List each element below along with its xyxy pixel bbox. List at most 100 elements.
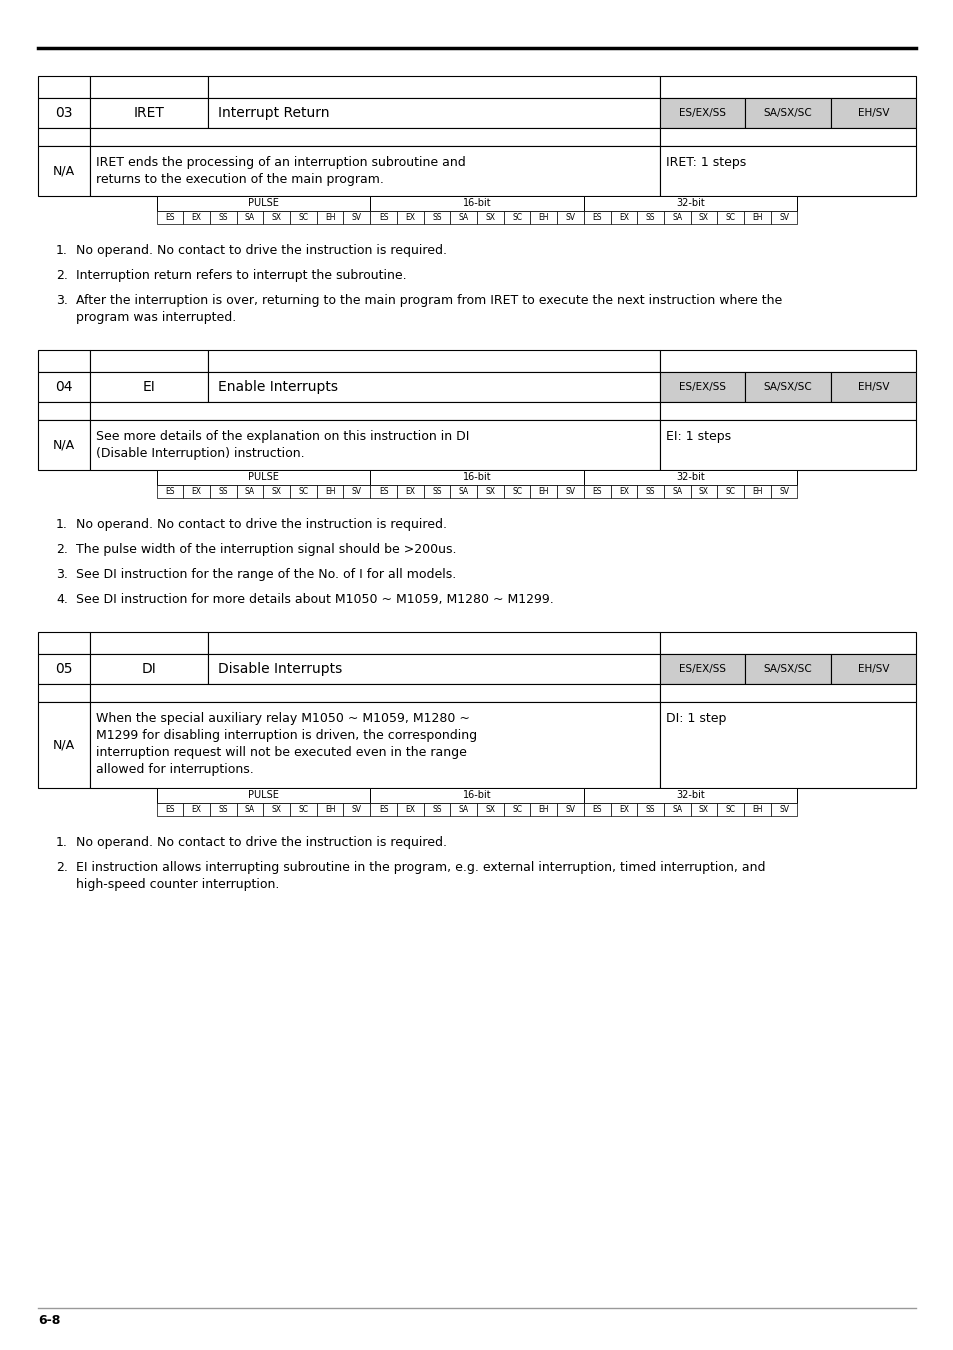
- Text: SX: SX: [272, 487, 281, 495]
- Bar: [38, 702, 90, 788]
- Text: SS: SS: [218, 487, 228, 495]
- Bar: [208, 76, 659, 99]
- Bar: [659, 402, 915, 420]
- Text: PULSE: PULSE: [248, 472, 278, 482]
- Bar: [770, 803, 797, 815]
- Text: See more details of the explanation on this instruction in DI: See more details of the explanation on t…: [96, 431, 469, 443]
- Text: No operand. No contact to drive the instruction is required.: No operand. No contact to drive the inst…: [76, 836, 447, 849]
- Text: returns to the execution of the main program.: returns to the execution of the main pro…: [96, 173, 383, 186]
- Text: Interrupt Return: Interrupt Return: [218, 107, 329, 120]
- Text: ES: ES: [165, 213, 174, 221]
- Text: SS: SS: [218, 805, 228, 814]
- Text: EH/SV: EH/SV: [857, 108, 888, 117]
- Bar: [236, 485, 263, 498]
- Bar: [583, 470, 797, 485]
- Text: SC: SC: [725, 487, 735, 495]
- Bar: [38, 402, 90, 420]
- Text: Interruption return refers to interrupt the subroutine.: Interruption return refers to interrupt …: [76, 269, 406, 282]
- Bar: [743, 485, 770, 498]
- Bar: [610, 803, 637, 815]
- Text: SV: SV: [779, 805, 788, 814]
- Text: EH: EH: [537, 213, 548, 221]
- Text: SV: SV: [565, 805, 575, 814]
- Bar: [156, 470, 370, 485]
- Text: 03: 03: [55, 107, 72, 120]
- Text: EI: 1 steps: EI: 1 steps: [665, 431, 730, 443]
- Bar: [370, 211, 396, 224]
- Bar: [90, 99, 208, 128]
- Text: ES/EX/SS: ES/EX/SS: [679, 108, 725, 117]
- Bar: [343, 485, 370, 498]
- Bar: [210, 803, 236, 815]
- Bar: [717, 211, 743, 224]
- Bar: [290, 803, 316, 815]
- Text: SC: SC: [725, 805, 735, 814]
- Bar: [476, 485, 503, 498]
- Bar: [210, 211, 236, 224]
- Bar: [208, 99, 659, 128]
- Text: 1.: 1.: [56, 836, 68, 849]
- Bar: [637, 211, 663, 224]
- Bar: [690, 803, 717, 815]
- Text: SS: SS: [645, 213, 655, 221]
- Bar: [743, 211, 770, 224]
- Bar: [90, 420, 659, 470]
- Text: SV: SV: [565, 213, 575, 221]
- Bar: [476, 211, 503, 224]
- Text: SC: SC: [512, 805, 521, 814]
- Text: DI: DI: [141, 662, 156, 676]
- Bar: [38, 99, 90, 128]
- Bar: [236, 803, 263, 815]
- Bar: [503, 485, 530, 498]
- Text: ES/EX/SS: ES/EX/SS: [679, 664, 725, 674]
- Text: SX: SX: [699, 805, 708, 814]
- Text: 2.: 2.: [56, 269, 68, 282]
- Bar: [690, 485, 717, 498]
- Bar: [423, 803, 450, 815]
- Bar: [659, 653, 744, 684]
- Bar: [503, 803, 530, 815]
- Bar: [583, 485, 610, 498]
- Bar: [583, 196, 797, 211]
- Text: SC: SC: [512, 487, 521, 495]
- Text: 05: 05: [55, 662, 72, 676]
- Text: N/A: N/A: [52, 439, 75, 451]
- Bar: [38, 146, 90, 196]
- Bar: [90, 402, 659, 420]
- Text: 32-bit: 32-bit: [676, 472, 704, 482]
- Bar: [659, 99, 744, 128]
- Text: See DI instruction for more details about M1050 ~ M1059, M1280 ~ M1299.: See DI instruction for more details abou…: [76, 593, 553, 606]
- Text: EX: EX: [618, 805, 628, 814]
- Bar: [38, 653, 90, 684]
- Bar: [90, 146, 659, 196]
- Bar: [316, 803, 343, 815]
- Text: 2.: 2.: [56, 861, 68, 873]
- Bar: [659, 420, 915, 470]
- Bar: [476, 803, 503, 815]
- Text: ES: ES: [378, 487, 388, 495]
- Text: SA: SA: [245, 487, 254, 495]
- Bar: [637, 485, 663, 498]
- Bar: [659, 702, 915, 788]
- Bar: [183, 211, 210, 224]
- Text: 6-8: 6-8: [38, 1314, 60, 1327]
- Text: SA: SA: [458, 805, 468, 814]
- Text: SS: SS: [218, 213, 228, 221]
- Bar: [744, 653, 830, 684]
- Bar: [208, 350, 659, 373]
- Text: EX: EX: [618, 213, 628, 221]
- Bar: [663, 485, 690, 498]
- Text: 16-bit: 16-bit: [462, 472, 491, 482]
- Text: EH/SV: EH/SV: [857, 664, 888, 674]
- Bar: [744, 373, 830, 402]
- Bar: [156, 196, 370, 211]
- Text: No operand. No contact to drive the instruction is required.: No operand. No contact to drive the inst…: [76, 244, 447, 256]
- Text: SS: SS: [432, 805, 441, 814]
- Bar: [290, 485, 316, 498]
- Bar: [263, 803, 290, 815]
- Bar: [90, 373, 208, 402]
- Text: SX: SX: [485, 487, 495, 495]
- Bar: [450, 803, 476, 815]
- Text: 4.: 4.: [56, 593, 68, 606]
- Bar: [690, 211, 717, 224]
